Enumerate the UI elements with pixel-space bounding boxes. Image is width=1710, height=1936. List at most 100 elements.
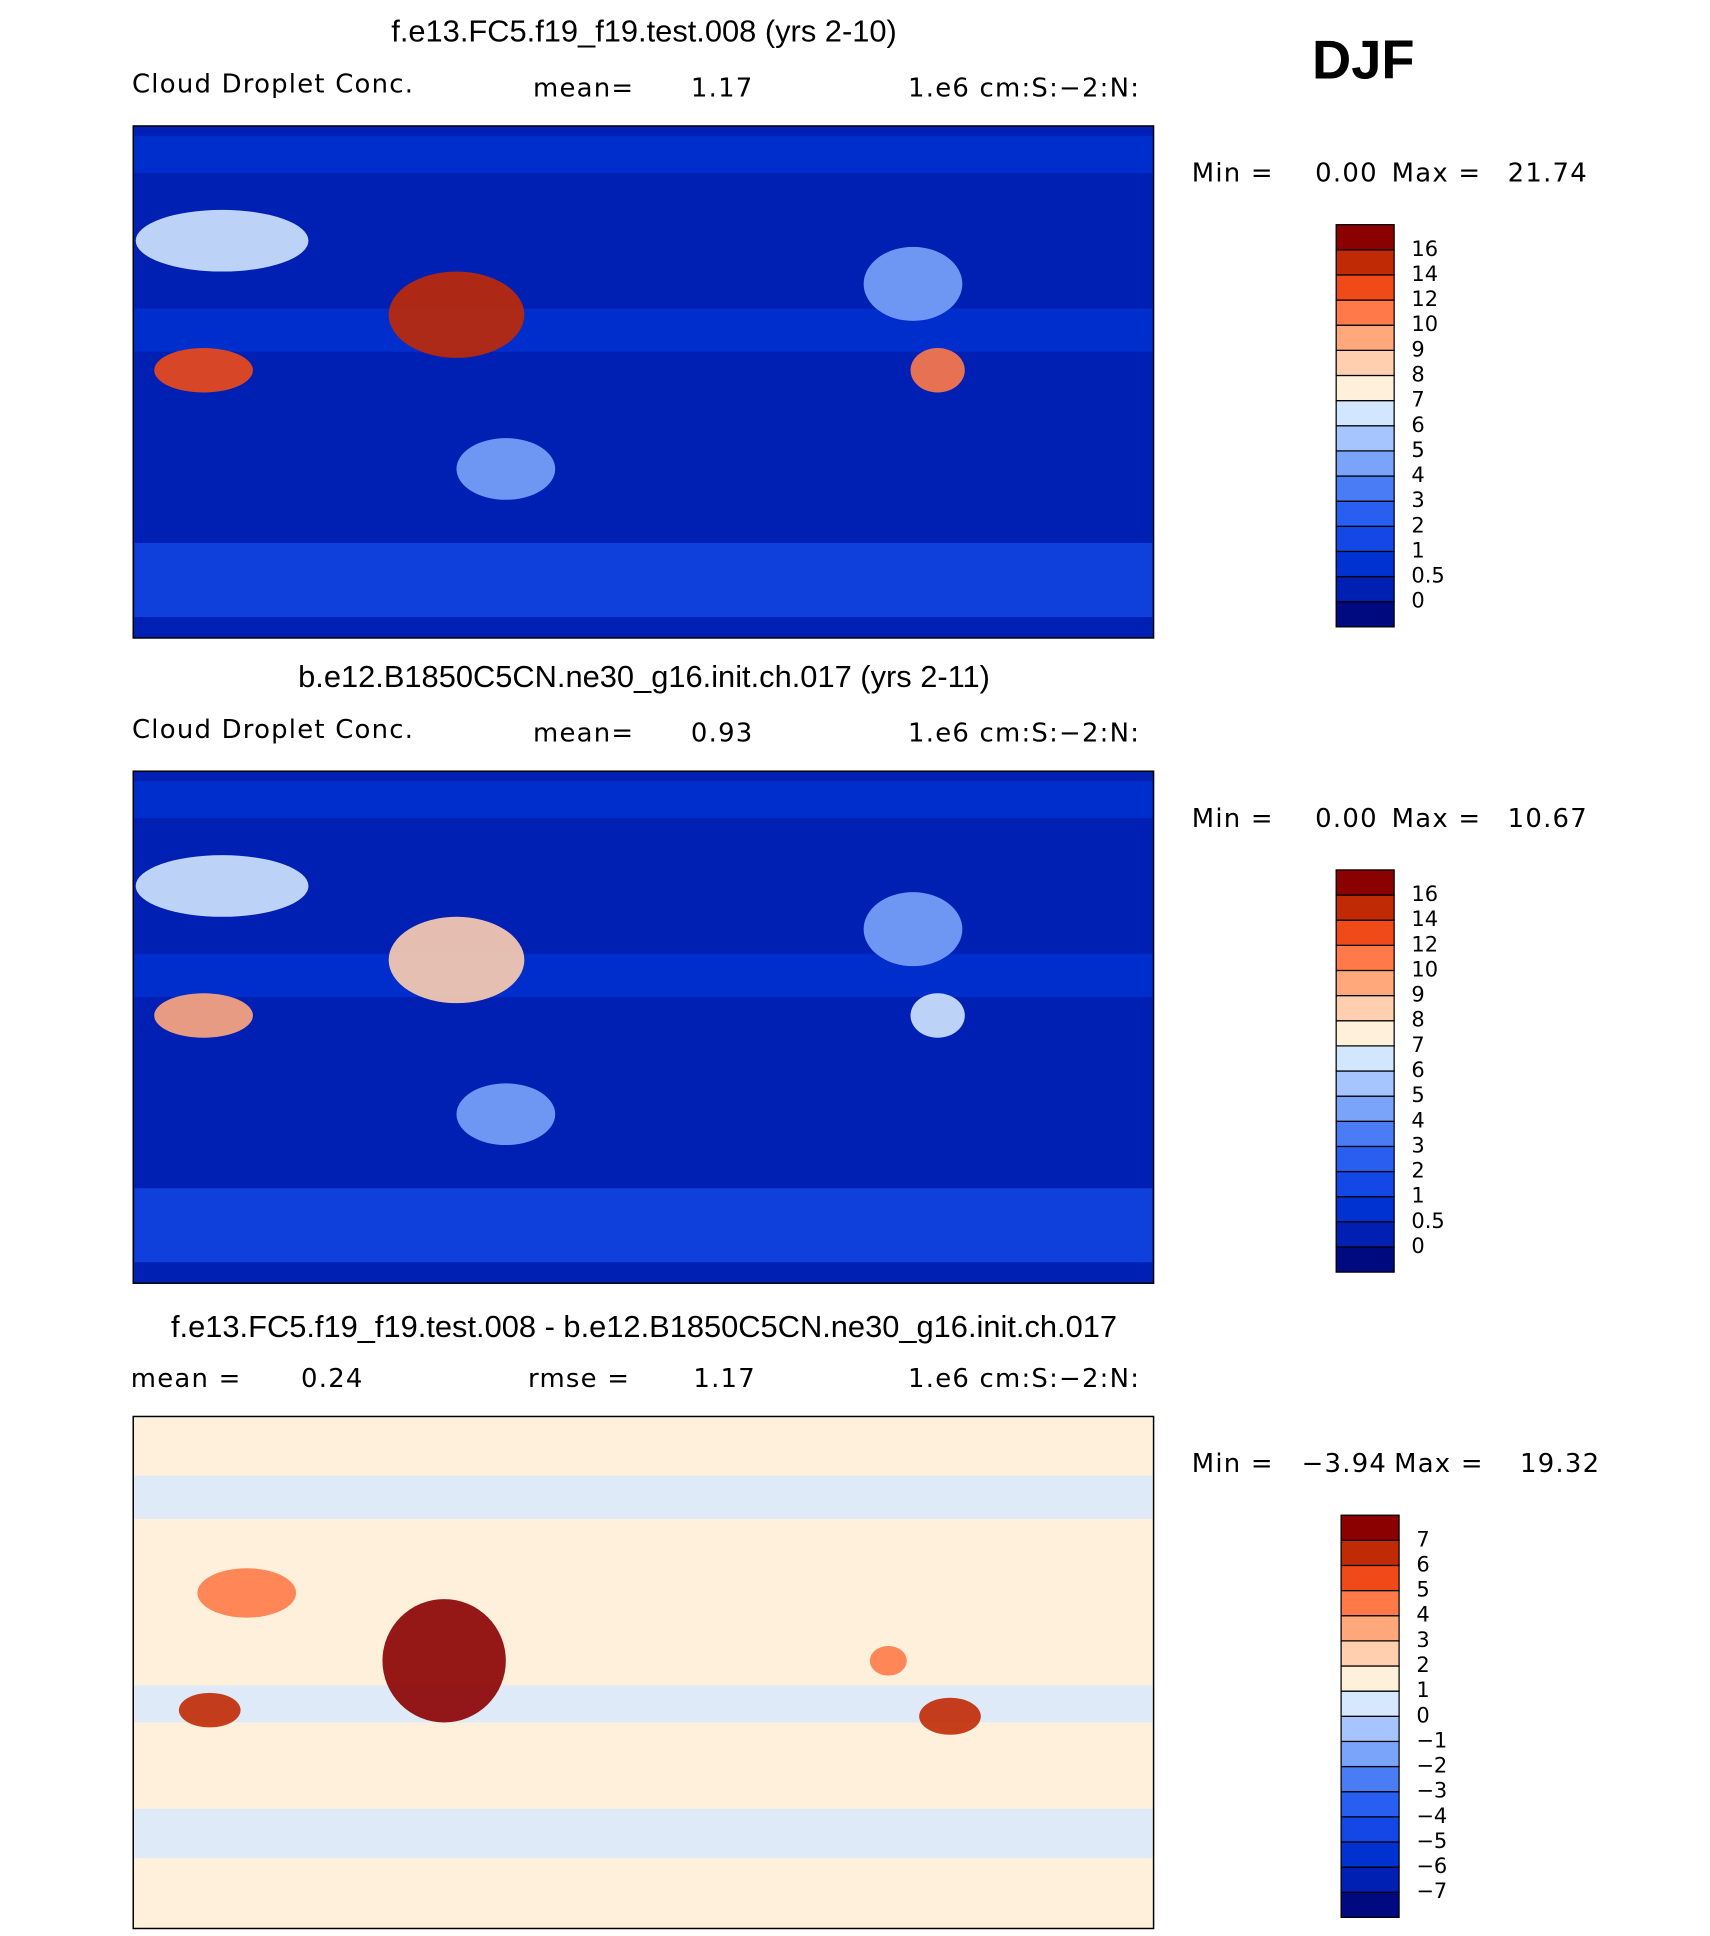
colorbar-label: 4 xyxy=(1411,1108,1424,1132)
colorbar-box xyxy=(1340,1514,1400,1541)
mean-value: 0.93 xyxy=(691,719,754,749)
colorbar-label: 2 xyxy=(1411,1159,1424,1183)
colorbar-box xyxy=(1340,1564,1400,1592)
colorbar-box xyxy=(1340,1539,1400,1567)
colorbar-label: 14 xyxy=(1411,907,1438,931)
colorbar-label: 9 xyxy=(1411,983,1424,1007)
colorbar-box xyxy=(1340,1740,1400,1768)
colorbar-box xyxy=(1335,475,1395,502)
map-feature xyxy=(863,892,963,967)
colorbar-label: 7 xyxy=(1411,388,1424,412)
max-label: Max = xyxy=(1392,804,1482,834)
colorbar-box xyxy=(1340,1589,1400,1617)
units: 1.e6 cm:S:−2:N: xyxy=(908,1364,1140,1394)
map-feature xyxy=(456,1083,556,1146)
colorbar-label: 6 xyxy=(1416,1552,1429,1576)
mean-label: mean = xyxy=(131,1364,242,1394)
colorbar-box xyxy=(1335,1095,1395,1122)
colorbar-label: 1 xyxy=(1411,538,1424,562)
max-label: Max = xyxy=(1394,1449,1484,1479)
map-band xyxy=(134,781,1153,819)
colorbar-label: −6 xyxy=(1416,1854,1447,1878)
rmse-value: 1.17 xyxy=(693,1364,756,1394)
colorbar-box xyxy=(1340,1765,1400,1793)
map-feature xyxy=(388,271,525,358)
map-feature xyxy=(388,916,525,1004)
colorbar-box xyxy=(1340,1791,1400,1818)
colorbar-box xyxy=(1335,601,1395,628)
colorbar-label: −7 xyxy=(1416,1879,1447,1903)
map-band xyxy=(134,953,1153,997)
colorbar-box xyxy=(1335,1120,1395,1148)
colorbar-label: 6 xyxy=(1411,413,1424,437)
colorbar-label: 8 xyxy=(1411,362,1424,386)
min-value: 0.00 xyxy=(1315,804,1378,834)
colorbar-label: 9 xyxy=(1411,337,1424,361)
map-feature xyxy=(869,1645,907,1676)
colorbar-label: 4 xyxy=(1411,463,1424,487)
colorbar-label: 12 xyxy=(1411,932,1438,956)
min-label: Min = xyxy=(1192,1449,1274,1479)
colorbar-box xyxy=(1335,299,1395,326)
colorbar-box xyxy=(1335,969,1395,997)
colorbar-label: 0 xyxy=(1416,1703,1429,1727)
colorbar-box xyxy=(1335,525,1395,553)
colorbar-box xyxy=(1335,894,1395,921)
colorbar-box xyxy=(1335,224,1395,251)
colorbar-label: 3 xyxy=(1416,1628,1429,1652)
colorbar-box xyxy=(1335,349,1395,377)
panel-title: b.e12.B1850C5CN.ne30_g16.init.ch.017 (yr… xyxy=(298,659,990,694)
colorbar-label: 5 xyxy=(1416,1578,1429,1602)
map-feature xyxy=(197,1568,297,1618)
map-feature xyxy=(154,993,253,1038)
map-feature xyxy=(178,1692,241,1728)
map-band xyxy=(134,135,1153,173)
max-label: Max = xyxy=(1392,159,1482,189)
colorbar-box xyxy=(1335,425,1395,452)
colorbar-box xyxy=(1340,1816,1400,1843)
colorbar-label: 1 xyxy=(1416,1678,1429,1702)
variable-name: Cloud Droplet Conc. xyxy=(132,715,414,745)
colorbar-label: −3 xyxy=(1416,1779,1447,1803)
max-value: 10.67 xyxy=(1508,804,1588,834)
mean-label: mean= xyxy=(533,73,634,103)
colorbar-box xyxy=(1335,450,1395,477)
max-value: 21.74 xyxy=(1508,159,1588,189)
colorbar-box xyxy=(1335,324,1395,351)
map-feature xyxy=(456,438,556,500)
colorbar-label: 5 xyxy=(1411,438,1424,462)
map-feature xyxy=(919,1697,981,1735)
colorbar-label: 14 xyxy=(1411,262,1438,286)
colorbar-label: 6 xyxy=(1411,1058,1424,1082)
colorbar-label: −5 xyxy=(1416,1829,1447,1853)
map-feature xyxy=(135,855,309,917)
colorbar-label: 3 xyxy=(1411,1133,1424,1157)
map-feature xyxy=(382,1599,506,1723)
colorbar-box xyxy=(1340,1615,1400,1642)
max-value: 19.32 xyxy=(1520,1449,1600,1479)
colorbar-label: −1 xyxy=(1416,1728,1447,1752)
colorbar-label: 3 xyxy=(1411,488,1424,512)
colorbar-box xyxy=(1335,919,1395,946)
colorbar-label: −2 xyxy=(1416,1754,1447,1778)
map-feature xyxy=(863,246,963,321)
min-value: −3.94 xyxy=(1302,1449,1388,1479)
colorbar-box xyxy=(1335,249,1395,276)
colorbar-box xyxy=(1335,944,1395,972)
mean-value: 0.24 xyxy=(301,1364,364,1394)
colorbar-box xyxy=(1335,994,1395,1022)
colorbar-box xyxy=(1335,1170,1395,1198)
colorbar-label: 4 xyxy=(1416,1603,1429,1627)
map-band xyxy=(134,1808,1153,1859)
colorbar-label: 0 xyxy=(1411,1234,1424,1258)
colorbar-box xyxy=(1335,1145,1395,1173)
colorbar-box xyxy=(1335,1221,1395,1248)
colorbar-label: 2 xyxy=(1411,513,1424,537)
map-feature xyxy=(910,348,965,393)
colorbar-box xyxy=(1335,1070,1395,1097)
min-label: Min = xyxy=(1192,804,1274,834)
min-value: 0.00 xyxy=(1315,159,1378,189)
colorbar-label: 8 xyxy=(1411,1008,1424,1032)
map-band xyxy=(134,308,1153,352)
